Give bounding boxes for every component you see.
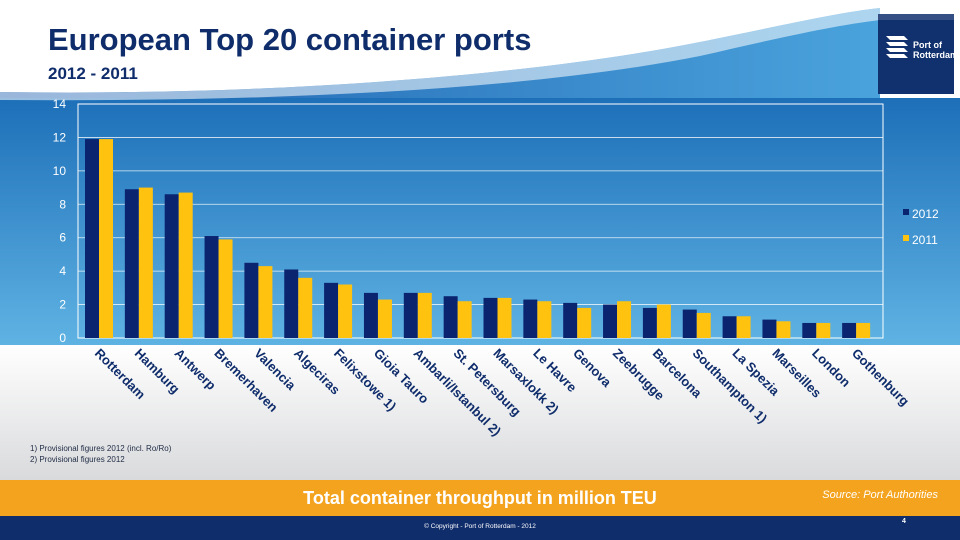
legend-swatch-2012: [903, 209, 909, 215]
legend-label-2011: 2011: [912, 233, 938, 247]
bar-2011-16: [696, 312, 711, 338]
bar-2012-2: [124, 189, 139, 338]
banner-title: Total container throughput in million TE…: [303, 488, 657, 508]
y-tick-label: 0: [59, 331, 66, 345]
legend: 2012 2011: [903, 207, 939, 247]
bar-2012-14: [603, 304, 618, 338]
footnotes: 1) Provisional figures 2012 (incl. Ro/Ro…: [30, 443, 171, 465]
y-tick-label: 6: [59, 231, 66, 245]
bar-2012-20: [842, 322, 857, 338]
legend-swatch-2011: [903, 235, 909, 241]
logo-text: Port of Rotterdam: [913, 40, 958, 60]
footnote-1: 1) Provisional figures 2012 (incl. Ro/Ro…: [30, 444, 172, 453]
bar-2011-9: [417, 292, 432, 338]
bars: [85, 139, 871, 338]
logo-text-line1: Port of: [913, 40, 942, 50]
bar-2011-20: [856, 322, 871, 338]
bar-2011-1: [99, 139, 113, 338]
legend-label-2012: 2012: [912, 207, 939, 221]
bar-2012-8: [363, 292, 378, 338]
bar-2011-8: [377, 299, 392, 338]
footer-bar: [0, 516, 960, 540]
source-note: Source: Port Authorities: [822, 489, 938, 501]
bar-2011-15: [656, 304, 671, 338]
bar-2011-11: [497, 297, 512, 338]
bar-2011-19: [816, 322, 831, 338]
bar-2011-12: [537, 301, 552, 338]
bar-2012-11: [483, 297, 498, 338]
copyright: © Copyright - Port of Rotterdam - 2012: [424, 523, 536, 530]
y-tick-label: 10: [53, 164, 67, 178]
bar-2011-18: [776, 321, 791, 338]
bar-2012-6: [284, 269, 299, 338]
bar-2011-4: [218, 239, 233, 338]
page-number: 4: [902, 518, 906, 525]
bar-2011-14: [617, 301, 632, 338]
bar-2011-2: [138, 187, 153, 338]
bar-2012-5: [244, 262, 259, 338]
gridlines: [78, 137, 883, 339]
footnote-2: 2) Provisional figures 2012: [30, 455, 125, 464]
bar-2012-3: [164, 194, 179, 338]
bar-2012-4: [204, 236, 219, 338]
y-tick-label: 8: [59, 197, 66, 211]
bar-2011-7: [338, 284, 353, 338]
port-of-rotterdam-logo-icon: [886, 36, 908, 58]
bar-2012-1: [85, 139, 99, 338]
bar-2012-13: [563, 302, 578, 338]
bar-2012-12: [523, 299, 538, 338]
bar-2011-3: [178, 192, 193, 338]
bar-2012-19: [802, 322, 817, 338]
bar-2012-9: [403, 292, 418, 338]
logo-text-line2: Rotterdam: [913, 50, 959, 60]
bar-2012-7: [324, 282, 339, 338]
y-tick-label: 2: [59, 298, 66, 312]
lower-background: [0, 345, 960, 480]
y-tick-label: 12: [53, 130, 67, 144]
page-subtitle: 2012 - 2011: [48, 64, 138, 83]
bar-2011-5: [258, 266, 273, 338]
header-swoosh: [0, 8, 880, 98]
logo-stripe: [878, 14, 954, 20]
bar-2011-10: [457, 301, 472, 338]
bar-2011-17: [736, 316, 751, 338]
bar-2011-13: [577, 307, 592, 338]
y-tick-label: 14: [53, 97, 67, 111]
plot-background: [0, 98, 960, 345]
y-tick-label: 4: [59, 264, 66, 278]
orange-banner: [0, 480, 960, 516]
bar-2012-15: [642, 307, 657, 338]
bar-2012-18: [762, 319, 777, 338]
bar-2012-10: [443, 296, 458, 338]
header-swoosh-highlight: [0, 8, 880, 101]
page-title: European Top 20 container ports: [48, 22, 532, 57]
y-axis: 0 2 4 6 8 10 12 14: [53, 97, 67, 345]
bar-2012-16: [682, 309, 697, 338]
bar-2011-6: [298, 277, 313, 338]
bar-2012-17: [722, 316, 737, 338]
